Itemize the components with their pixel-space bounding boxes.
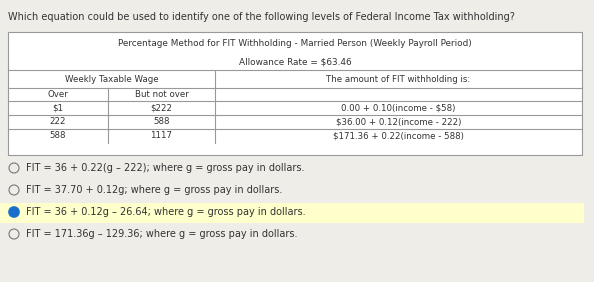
Text: But not over: But not over — [135, 90, 188, 99]
Text: FIT = 171.36g – 129.36; where g = gross pay in dollars.: FIT = 171.36g – 129.36; where g = gross … — [26, 229, 298, 239]
Text: Allowance Rate = $63.46: Allowance Rate = $63.46 — [239, 58, 351, 67]
Text: FIT = 36 + 0.22(g – 222); where g = gross pay in dollars.: FIT = 36 + 0.22(g – 222); where g = gros… — [26, 163, 305, 173]
Text: 588: 588 — [50, 131, 67, 140]
Circle shape — [9, 185, 19, 195]
Text: Weekly Taxable Wage: Weekly Taxable Wage — [65, 74, 159, 83]
Circle shape — [9, 163, 19, 173]
Text: $36.00 + 0.12(income - 222): $36.00 + 0.12(income - 222) — [336, 118, 461, 127]
Text: 1117: 1117 — [150, 131, 172, 140]
Text: Over: Over — [48, 90, 68, 99]
Text: Which equation could be used to identify one of the following levels of Federal : Which equation could be used to identify… — [8, 12, 515, 22]
Text: 222: 222 — [50, 118, 67, 127]
Text: $1: $1 — [52, 103, 64, 113]
Text: $222: $222 — [150, 103, 172, 113]
Bar — [8, 32, 582, 155]
Text: Percentage Method for FIT Withholding - Married Person (Weekly Payroll Period): Percentage Method for FIT Withholding - … — [118, 39, 472, 48]
Text: FIT = 36 + 0.12g – 26.64; where g = gross pay in dollars.: FIT = 36 + 0.12g – 26.64; where g = gros… — [26, 207, 306, 217]
Text: The amount of FIT withholding is:: The amount of FIT withholding is: — [326, 74, 470, 83]
Circle shape — [9, 207, 19, 217]
Circle shape — [9, 229, 19, 239]
Text: 588: 588 — [153, 118, 170, 127]
Text: FIT = 37.70 + 0.12g; where g = gross pay in dollars.: FIT = 37.70 + 0.12g; where g = gross pay… — [26, 185, 282, 195]
Text: 0.00 + 0.10(income - $58): 0.00 + 0.10(income - $58) — [342, 103, 456, 113]
Bar — [0, 203, 584, 223]
Text: $171.36 + 0.22(income - 588): $171.36 + 0.22(income - 588) — [333, 131, 464, 140]
